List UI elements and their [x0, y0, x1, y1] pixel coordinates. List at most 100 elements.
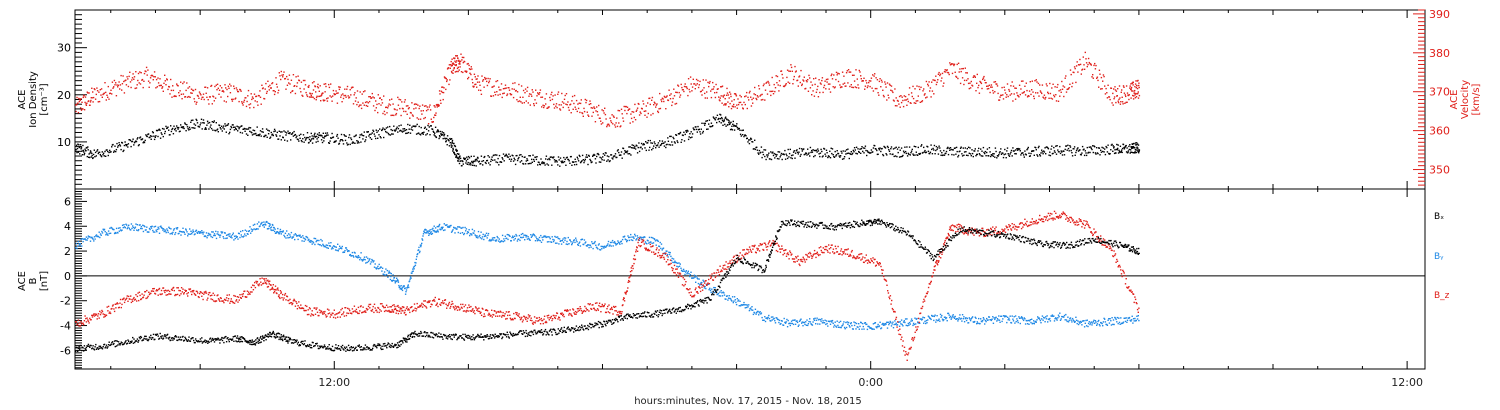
- velocity-series-point: [1135, 87, 1137, 89]
- density-series-point: [374, 135, 376, 137]
- density-series-point: [478, 160, 481, 162]
- velocity-series-point: [559, 109, 562, 111]
- by-series-point: [282, 231, 284, 233]
- by-series-point: [512, 235, 514, 237]
- density-series-point: [247, 134, 249, 136]
- density-series-point: [400, 124, 402, 126]
- velocity-series-point: [823, 84, 826, 87]
- velocity-series-point: [248, 104, 250, 106]
- velocity-series-point: [842, 83, 844, 85]
- by-series-point: [804, 323, 806, 326]
- by-series-point: [442, 226, 444, 228]
- by-series-point: [554, 242, 557, 244]
- velocity-series-point: [758, 88, 761, 90]
- by-series-point: [233, 239, 235, 241]
- b-axis-tick-label: -4: [60, 320, 71, 333]
- density-series-point: [546, 163, 548, 165]
- density-series-point: [608, 155, 610, 158]
- velocity-series-point: [454, 64, 456, 66]
- density-series-point: [477, 157, 479, 159]
- velocity-series-point: [1030, 93, 1032, 96]
- density-series-point: [196, 119, 198, 122]
- by-series-point: [497, 240, 500, 242]
- density-series-point: [1048, 154, 1050, 156]
- by-series-point: [306, 237, 309, 239]
- velocity-series-point: [712, 81, 714, 84]
- density-series-point: [95, 155, 97, 157]
- by-series-point: [142, 230, 145, 233]
- by-series-point: [446, 226, 449, 228]
- velocity-series-point: [278, 72, 280, 74]
- density-series-point: [166, 127, 168, 129]
- by-series-point: [609, 241, 612, 244]
- by-series-point: [830, 320, 832, 322]
- velocity-series-point: [752, 97, 755, 99]
- velocity-series-point: [697, 86, 700, 89]
- density-series-point: [571, 164, 573, 166]
- by-series-point: [520, 236, 522, 239]
- density-series-point: [522, 163, 525, 165]
- density-series-point: [877, 153, 879, 155]
- by-series-point: [256, 223, 259, 225]
- density-series-point: [725, 116, 727, 118]
- density-series-point: [408, 128, 410, 130]
- velocity-series-point: [902, 105, 905, 108]
- velocity-series-point: [826, 81, 828, 83]
- density-series-point: [739, 129, 741, 131]
- by-series-point: [766, 317, 768, 319]
- density-series-point: [1134, 152, 1136, 154]
- velocity-series-point: [1036, 81, 1038, 83]
- velocity-series-point: [89, 104, 91, 106]
- by-series-point: [438, 223, 441, 226]
- velocity-series-point: [476, 78, 478, 80]
- velocity-series-point: [991, 86, 993, 88]
- density-series-point: [719, 118, 721, 120]
- density-series-point: [1131, 147, 1133, 149]
- velocity-series-point: [656, 103, 658, 105]
- by-series-point: [134, 226, 137, 228]
- by-series-point: [812, 321, 814, 323]
- by-series-point: [834, 321, 836, 323]
- density-series-point: [1094, 152, 1097, 154]
- by-series-point: [452, 229, 454, 231]
- by-series-point: [425, 232, 427, 234]
- velocity-series-point: [498, 86, 500, 88]
- by-series-point: [497, 237, 499, 239]
- density-series-point: [415, 125, 417, 127]
- velocity-series-point: [431, 121, 434, 123]
- density-series-point: [549, 158, 551, 161]
- velocity-series-point: [326, 97, 328, 100]
- density-series-point: [1030, 152, 1032, 155]
- by-series-point: [734, 299, 736, 301]
- velocity-series-point: [1012, 100, 1014, 102]
- velocity-series-point: [965, 79, 968, 82]
- density-series-point: [611, 157, 613, 159]
- by-series-point: [807, 323, 810, 325]
- density-series-point: [1119, 151, 1121, 154]
- density-series-point: [245, 128, 247, 130]
- density-series-point: [366, 131, 369, 133]
- velocity-series-point: [1008, 88, 1010, 91]
- velocity-series-point: [267, 85, 270, 88]
- velocity-series-point: [735, 93, 737, 96]
- by-series-point: [709, 289, 712, 292]
- density-series-point: [981, 150, 983, 152]
- density-series-point: [134, 141, 136, 143]
- by-series-point: [308, 238, 310, 241]
- velocity-series-point: [914, 88, 916, 90]
- density-series-point: [505, 153, 507, 156]
- by-series-point: [687, 270, 689, 272]
- by-series-point: [357, 255, 360, 257]
- velocity-series-point: [188, 86, 191, 88]
- velocity-series-point: [828, 88, 830, 90]
- density-series-point: [975, 155, 977, 157]
- density-series-point: [697, 125, 699, 128]
- by-series-point: [490, 239, 492, 242]
- velocity-series-point: [190, 88, 193, 90]
- velocity-series-point: [134, 87, 136, 90]
- density-series-point: [980, 148, 982, 150]
- density-series-point: [164, 130, 166, 133]
- by-series-point: [758, 312, 761, 314]
- by-series-point: [236, 236, 238, 238]
- velocity-series-point: [874, 73, 876, 75]
